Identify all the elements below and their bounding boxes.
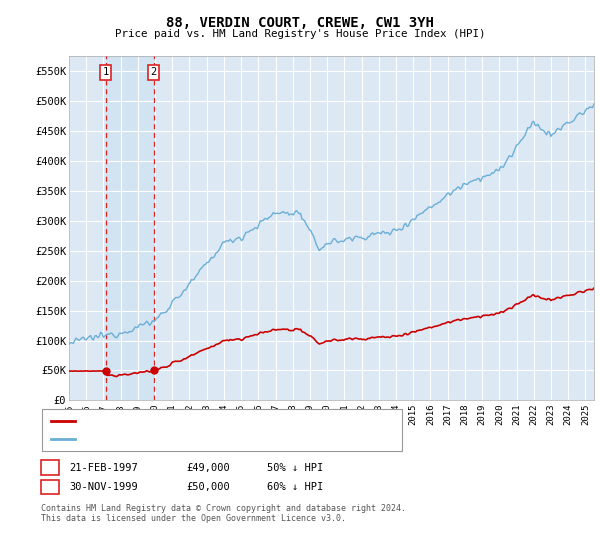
Bar [106, 56, 154, 400]
Text: 30-NOV-1999: 30-NOV-1999 [69, 482, 138, 492]
Text: 2: 2 [151, 67, 157, 77]
Text: HPI: Average price, detached house, Cheshire East: HPI: Average price, detached house, Ches… [80, 435, 362, 444]
Text: 2: 2 [47, 482, 53, 492]
Text: 21-FEB-1997: 21-FEB-1997 [69, 463, 138, 473]
Text: £50,000: £50,000 [186, 482, 230, 492]
Text: 50% ↓ HPI: 50% ↓ HPI [267, 463, 323, 473]
Text: 1: 1 [103, 67, 109, 77]
Text: 1: 1 [47, 463, 53, 473]
Text: £49,000: £49,000 [186, 463, 230, 473]
Text: 60% ↓ HPI: 60% ↓ HPI [267, 482, 323, 492]
Text: 88, VERDIN COURT, CREWE, CW1 3YH (detached house): 88, VERDIN COURT, CREWE, CW1 3YH (detach… [80, 416, 362, 425]
Text: Contains HM Land Registry data © Crown copyright and database right 2024.
This d: Contains HM Land Registry data © Crown c… [41, 504, 406, 524]
Text: Price paid vs. HM Land Registry's House Price Index (HPI): Price paid vs. HM Land Registry's House … [115, 29, 485, 39]
Text: 88, VERDIN COURT, CREWE, CW1 3YH: 88, VERDIN COURT, CREWE, CW1 3YH [166, 16, 434, 30]
